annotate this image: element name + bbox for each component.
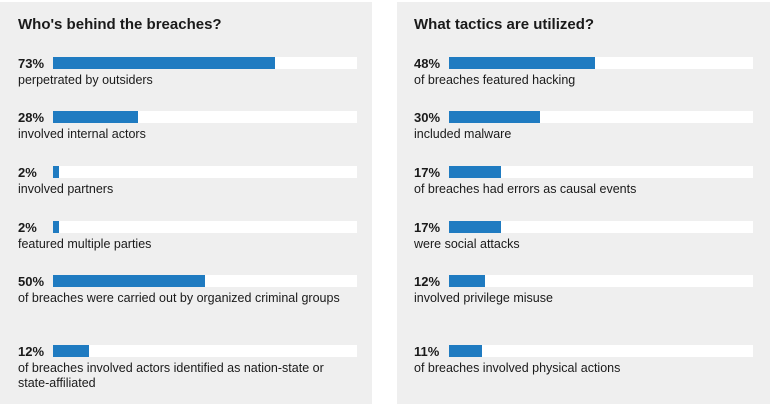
bar-description: featured multiple parties bbox=[18, 237, 152, 251]
bar bbox=[53, 345, 90, 357]
bar-track bbox=[53, 221, 357, 233]
percent-label: 50% bbox=[18, 274, 45, 289]
bar-track bbox=[53, 345, 357, 357]
bar bbox=[449, 111, 541, 123]
panel-title: What tactics are utilized? bbox=[414, 16, 595, 33]
percent-label: 12% bbox=[18, 344, 45, 359]
stat-header: 28% bbox=[18, 110, 358, 126]
bar-description: involved internal actors bbox=[18, 127, 146, 141]
bar-track bbox=[449, 57, 753, 69]
bar-track bbox=[53, 275, 357, 287]
bar-description: perpetrated by outsiders bbox=[18, 73, 153, 87]
stat-row: 2% involved partners bbox=[18, 165, 358, 197]
stat-header: 50% bbox=[18, 274, 358, 290]
stat-row: 30% included malware bbox=[414, 110, 754, 142]
bar-description: of breaches were carried out by organize… bbox=[18, 291, 340, 305]
stat-row: 28% involved internal actors bbox=[18, 110, 358, 142]
percent-label: 12% bbox=[414, 274, 441, 289]
bar-track bbox=[449, 221, 753, 233]
bar-description: of breaches featured hacking bbox=[414, 73, 576, 87]
stat-row: 73% perpetrated by outsiders bbox=[18, 56, 358, 88]
stat-header: 73% bbox=[18, 56, 358, 72]
bar-track bbox=[449, 111, 753, 123]
percent-label: 48% bbox=[414, 56, 441, 71]
breach-tactics-panel: What tactics are utilized? 48% of breache… bbox=[397, 2, 770, 404]
stat-header: 30% bbox=[414, 110, 754, 126]
bar bbox=[53, 221, 60, 233]
bar bbox=[53, 166, 60, 178]
percent-label: 30% bbox=[414, 110, 441, 125]
bar bbox=[53, 275, 205, 287]
stat-header: 2% bbox=[18, 165, 358, 181]
percent-label: 73% bbox=[18, 56, 45, 71]
stat-header: 11% bbox=[414, 344, 754, 360]
stat-header: 12% bbox=[18, 344, 358, 360]
stat-row: 17% were social attacks bbox=[414, 220, 754, 252]
stat-row: 11% of breaches involved physical actions bbox=[414, 344, 754, 376]
percent-label: 17% bbox=[414, 165, 441, 180]
bar-description: of breaches involved actors identified a… bbox=[18, 361, 324, 390]
stat-row: 2% featured multiple parties bbox=[18, 220, 358, 252]
stat-row: 50% of breaches were carried out by organ… bbox=[18, 274, 358, 306]
bar bbox=[53, 111, 139, 123]
bar-track bbox=[449, 275, 753, 287]
breach-actors-panel: Who's behind the breaches? 73% perpetrate… bbox=[0, 2, 372, 404]
bar-description: included malware bbox=[414, 127, 512, 141]
bar-description: were social attacks bbox=[414, 237, 520, 251]
bar-track bbox=[449, 166, 753, 178]
bar-track bbox=[53, 57, 357, 69]
stat-header: 17% bbox=[414, 165, 754, 181]
stat-row: 12% involved privilege misuse bbox=[414, 274, 754, 306]
percent-label: 2% bbox=[18, 165, 37, 180]
percent-label: 2% bbox=[18, 220, 37, 235]
bar-track bbox=[53, 111, 357, 123]
stat-row: 17% of breaches had errors as causal even… bbox=[414, 165, 754, 197]
percent-label: 11% bbox=[414, 344, 440, 359]
percent-label: 28% bbox=[18, 110, 45, 125]
bar bbox=[449, 275, 486, 287]
panel-title: Who's behind the breaches? bbox=[18, 16, 222, 33]
bar bbox=[53, 57, 275, 69]
bar bbox=[449, 345, 483, 357]
bar-description: of breaches involved physical actions bbox=[414, 361, 621, 375]
stat-header: 48% bbox=[414, 56, 754, 72]
bar-description: of breaches had errors as causal events bbox=[414, 182, 637, 196]
bar bbox=[449, 57, 595, 69]
bar bbox=[449, 166, 501, 178]
bar-description: involved partners bbox=[18, 182, 114, 196]
stat-header: 17% bbox=[414, 220, 754, 236]
bar-description: involved privilege misuse bbox=[414, 291, 553, 305]
bar bbox=[449, 221, 501, 233]
stat-header: 12% bbox=[414, 274, 754, 290]
stat-row: 48% of breaches featured hacking bbox=[414, 56, 754, 88]
stat-row: 12% of breaches involved actors identifie… bbox=[18, 344, 358, 391]
bar-track bbox=[53, 166, 357, 178]
stat-header: 2% bbox=[18, 220, 358, 236]
percent-label: 17% bbox=[414, 220, 441, 235]
bar-track bbox=[449, 345, 753, 357]
